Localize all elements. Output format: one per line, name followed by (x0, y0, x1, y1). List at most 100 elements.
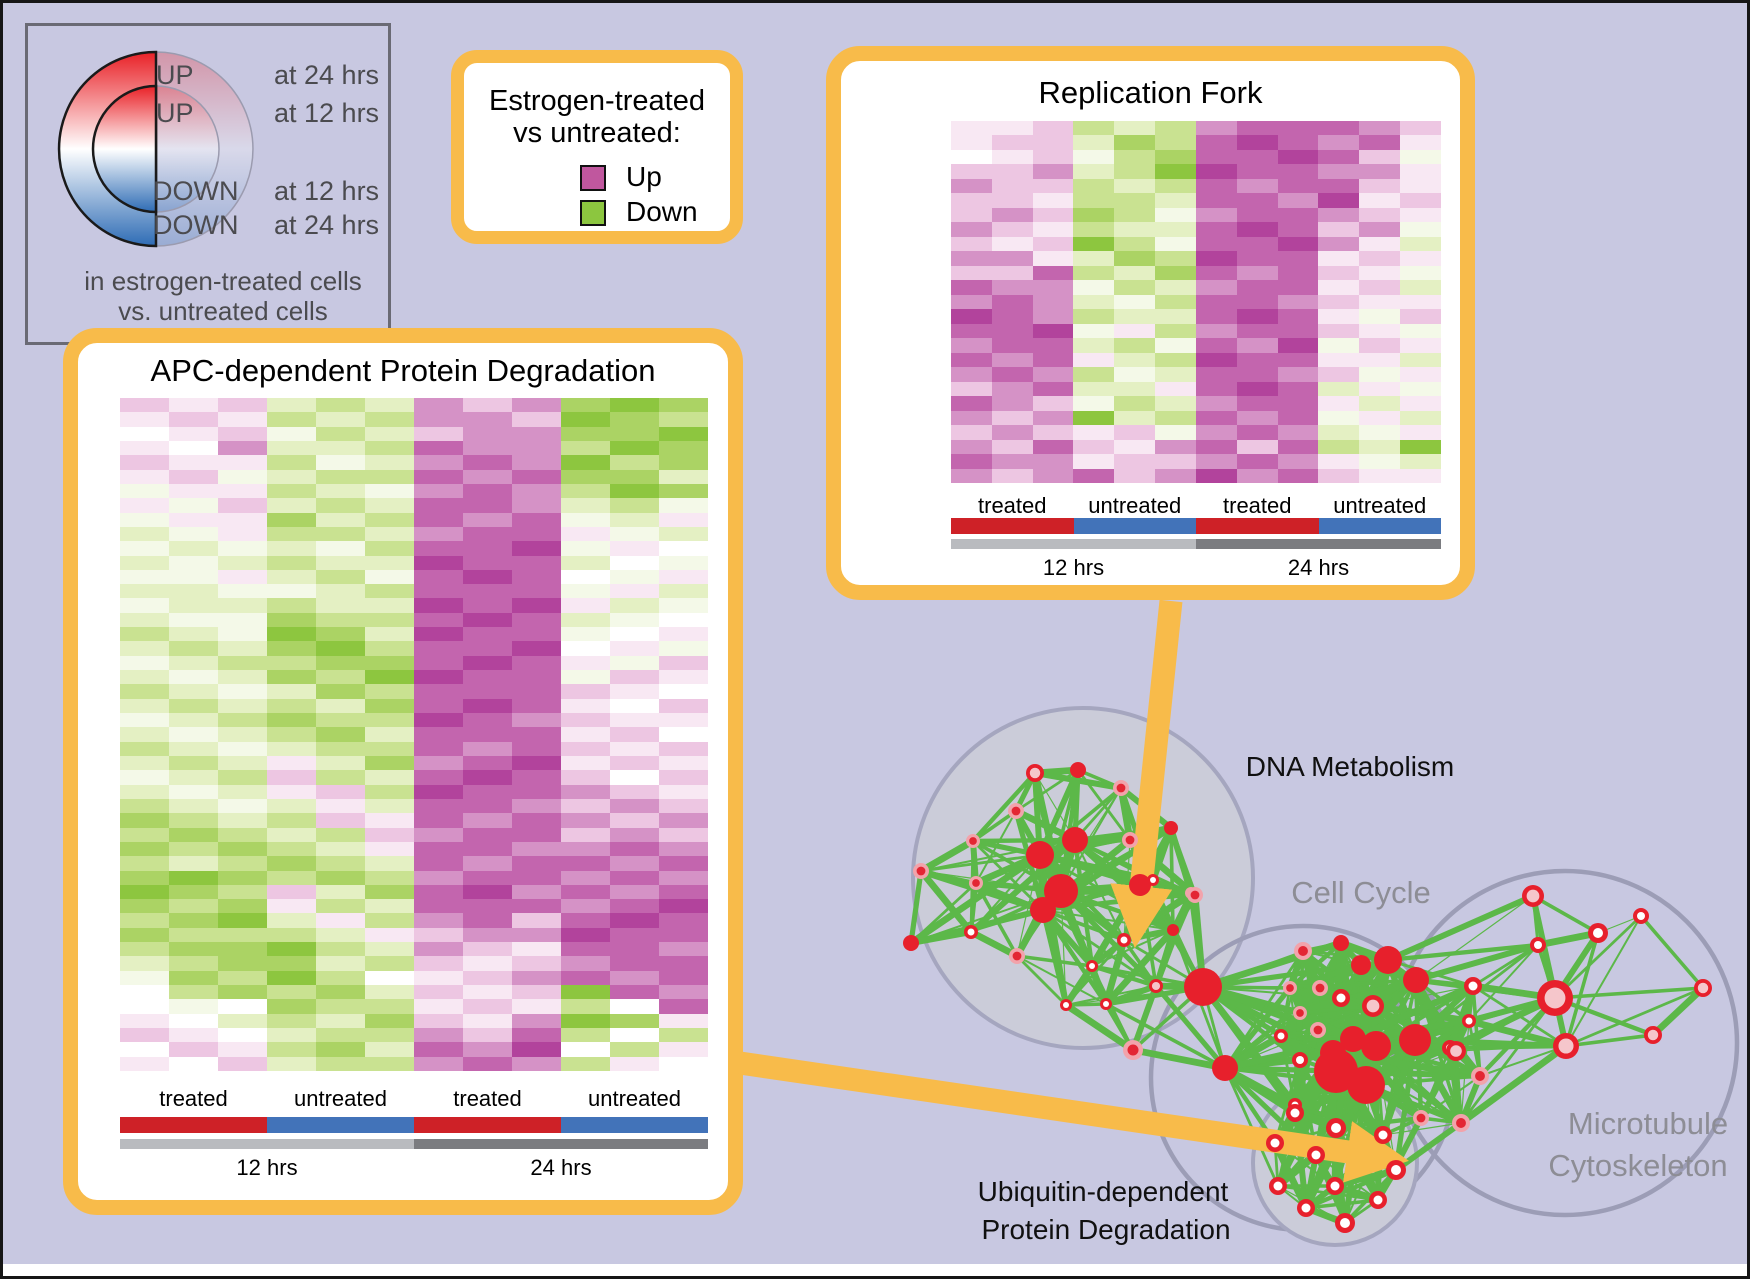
heatmap-cell (120, 512, 169, 527)
gene-node-solid (1399, 1024, 1431, 1056)
heatmap-cell (659, 1028, 708, 1043)
heatmap-cell (1400, 164, 1441, 179)
heatmap-cell (414, 927, 463, 943)
heatmap-cell (1400, 338, 1441, 353)
heatmap-cell (316, 627, 365, 642)
network-edge (1102, 939, 1128, 1005)
heatmap-cell (365, 755, 414, 771)
heatmap-cell (414, 398, 463, 413)
heatmap-cell (1073, 251, 1115, 266)
heatmap-cell (610, 985, 659, 1000)
heatmap-cell (1195, 149, 1237, 165)
network-edge (1454, 1050, 1463, 1124)
heatmap-cell (1359, 222, 1401, 237)
heatmap-cell (512, 727, 561, 742)
gene-node-ring-center (1340, 1218, 1350, 1228)
heatmap-cell (512, 985, 561, 1000)
network-edge (1537, 929, 1599, 949)
gene-node-pink-center (1151, 981, 1161, 991)
heatmap-cell (1155, 425, 1196, 440)
ring-legend-box: UP at 24 hrs UP at 12 hrs DOWN at 12 hrs… (25, 23, 391, 345)
heatmap-cell (561, 713, 610, 728)
heatmap-cell (316, 541, 365, 556)
heatmap-cell (1155, 367, 1196, 382)
heatmap-cell (512, 913, 561, 928)
heatmap-cell (1359, 425, 1401, 440)
heatmap-cell (218, 655, 267, 671)
heatmap-cell (463, 483, 512, 499)
heatmap-cell (218, 483, 267, 499)
heatmap-cell (1400, 323, 1441, 339)
heatmap-cell (120, 827, 169, 842)
heatmap-cell (1400, 468, 1441, 483)
heatmap-cell (365, 569, 414, 585)
heatmap-cell (659, 798, 708, 814)
heatmap-cell (316, 741, 365, 756)
gene-node-solid (1026, 841, 1054, 869)
ring-label-up12: UP (156, 98, 194, 128)
heatmap-cell (120, 483, 169, 499)
heatmap-cell (1073, 352, 1115, 368)
heatmap-cell (659, 655, 708, 671)
heatmap-cell (414, 440, 463, 456)
gene-node-solid (1340, 1026, 1366, 1052)
heatmap-cell (1236, 265, 1278, 281)
heatmap-cell (414, 999, 463, 1014)
heatmap-cell (365, 841, 414, 857)
heatmap-cell (169, 469, 218, 484)
heatmap-cell (414, 985, 463, 1000)
heatmap-cell (512, 469, 561, 484)
heatmap-cell (365, 985, 414, 1000)
heatmap-cell (365, 927, 414, 943)
heatmap-cell (218, 1042, 267, 1057)
heatmap-cell (120, 412, 169, 427)
heatmap-cell (169, 440, 218, 456)
network-edge (910, 929, 972, 946)
heatmap-cell (267, 856, 316, 871)
heatmap-cell (218, 612, 267, 628)
network-edge (1130, 984, 1159, 1052)
heatmap-cell (267, 927, 316, 943)
heatmap-cell (463, 985, 512, 1000)
heatmap-cell (316, 698, 365, 714)
heatmap-cell (1032, 178, 1074, 194)
heatmap-cell (169, 755, 218, 771)
heatmap-cell (316, 970, 365, 986)
heatmap-cell (951, 280, 992, 295)
heatmap-cell (991, 309, 1033, 324)
heatmap-cell (463, 612, 512, 628)
heatmap-cell (512, 655, 561, 671)
heatmap-cell (267, 755, 316, 771)
heatmap-cell (1359, 323, 1401, 339)
gene-node-solid (1030, 897, 1056, 923)
heatmap-cell (512, 942, 561, 957)
heatmap-cell (218, 541, 267, 556)
heatmap-cell (316, 713, 365, 728)
heatmap-cell (1236, 323, 1278, 339)
heatmap-cell (561, 942, 610, 957)
heatmap-cell (463, 684, 512, 699)
heatmap-cell (561, 727, 610, 742)
heatmap-cell (365, 398, 414, 413)
heatmap-cell (316, 670, 365, 685)
network-edge (1650, 985, 1706, 1038)
heatmap-cell (1359, 454, 1401, 469)
heatmap-cell (169, 956, 218, 971)
heatmap-cell (267, 784, 316, 799)
heatmap-cell (414, 1042, 463, 1057)
heatmap-cell (512, 455, 561, 470)
heatmap-cell (1318, 164, 1360, 179)
gene-node-halo-core (1127, 1044, 1139, 1056)
heatmap-cell (316, 784, 365, 799)
network-edge (1365, 1074, 1481, 1087)
heatmap-cell (659, 727, 708, 742)
heatmap-cell (1359, 178, 1401, 194)
heatmap-cell (1359, 135, 1401, 150)
heatmap-cell (1277, 338, 1319, 353)
heatmap-cell (1195, 425, 1237, 440)
heatmap-cell (1318, 352, 1360, 368)
heatmap-cell (512, 412, 561, 427)
heatmap-cell (951, 178, 992, 194)
heatmap-cell (267, 727, 316, 742)
heatmap-cell (610, 483, 659, 499)
